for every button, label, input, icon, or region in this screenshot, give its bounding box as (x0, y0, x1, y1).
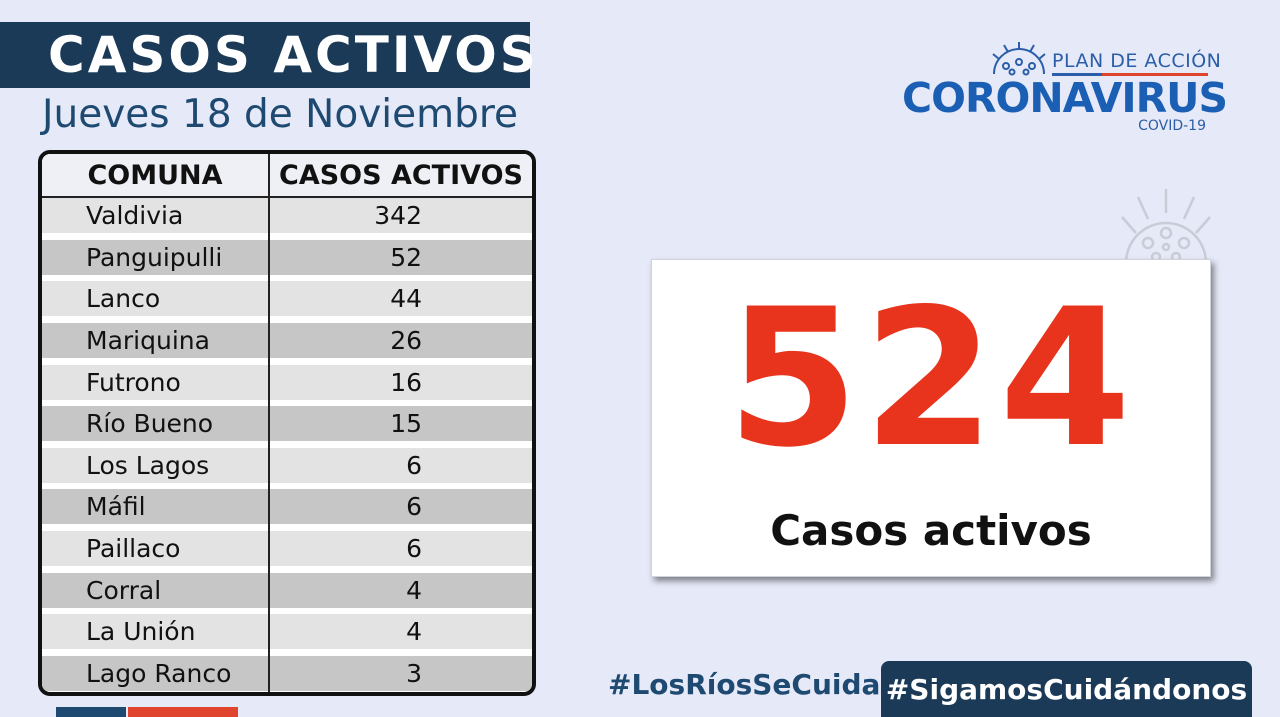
table-row: Futrono 16 (42, 364, 532, 400)
virus-decoration-icon (1121, 189, 1211, 263)
comuna-cell: Río Bueno (86, 409, 214, 439)
column-divider (268, 196, 270, 692)
virus-icon (992, 42, 1046, 76)
casos-cell: 26 (390, 325, 422, 355)
hashtag-los-rios: #LosRíosSeCuida (608, 668, 881, 701)
comuna-cell: Mariquina (86, 325, 210, 355)
logo-underline (1052, 73, 1208, 76)
comuna-cell: Paillaco (86, 534, 181, 563)
column-header-casos: CASOS ACTIVOS (279, 159, 523, 191)
comuna-cell: Lago Ranco (86, 658, 232, 688)
casos-cell: 6 (406, 492, 422, 522)
table-row: Máfil 6 (42, 489, 532, 525)
casos-cell: 4 (406, 575, 422, 605)
casos-cell: 6 (406, 534, 422, 563)
cases-table: COMUNA CASOS ACTIVOS Valdivia 342 Panguipu… (38, 150, 536, 696)
casos-cell: 3 (406, 658, 422, 688)
flag-stripe-red (128, 707, 238, 717)
comuna-cell: La Unión (86, 617, 196, 647)
table-row: Valdivia 342 (42, 198, 532, 233)
hashtag-sigamos-text: #SigamosCuidándonos (885, 672, 1248, 706)
flag-stripe-blue (56, 707, 126, 717)
casos-cell: 44 (390, 284, 422, 314)
comuna-cell: Valdivia (86, 201, 184, 230)
table-body: Valdivia 342 Panguipulli 52 Lanco 44 Mariquina… (42, 198, 532, 691)
hashtag-sigamos: #SigamosCuidándonos (881, 661, 1252, 717)
comuna-cell: Lanco (86, 284, 161, 314)
casos-cell: 342 (374, 201, 422, 230)
page-title: CASOS ACTIVOS (48, 26, 539, 84)
casos-cell: 16 (390, 367, 422, 397)
title-banner: CASOS ACTIVOS (0, 22, 536, 88)
table-row: Panguipulli 52 (42, 239, 532, 275)
total-cases-number: 524 (726, 268, 1136, 489)
date-subtitle: Jueves 18 de Noviembre (42, 92, 519, 137)
logo-coronavirus-text: CORONAVIRUS (902, 74, 1228, 122)
comuna-cell: Corral (86, 575, 162, 605)
table-row: Lanco 44 (42, 281, 532, 317)
comuna-cell: Futrono (86, 367, 181, 397)
casos-cell: 6 (406, 450, 422, 480)
casos-cell: 15 (390, 409, 422, 439)
total-cases-label: Casos activos (770, 506, 1092, 555)
logo-covid-text: COVID-19 (1138, 118, 1206, 134)
table-row: Mariquina 26 (42, 322, 532, 358)
comuna-cell: Panguipulli (86, 242, 223, 272)
table-row: Lago Ranco 3 (42, 655, 532, 691)
comuna-cell: Los Lagos (86, 450, 210, 480)
logo-plan-text: PLAN DE ACCIÓN (1052, 50, 1222, 72)
total-cases-card: 524 Casos activos (651, 259, 1211, 577)
casos-cell: 52 (390, 242, 422, 272)
table-row: Los Lagos 6 (42, 447, 532, 483)
comuna-cell: Máfil (86, 492, 146, 522)
table-row: La Unión 4 (42, 614, 532, 650)
casos-cell: 4 (406, 617, 422, 647)
coronavirus-logo: PLAN DE ACCIÓN CORONAVIRUS COVID-19 (900, 38, 1228, 138)
table-row: Río Bueno 15 (42, 406, 532, 442)
column-header-comuna: COMUNA (42, 154, 270, 196)
table-header: COMUNA CASOS ACTIVOS (42, 154, 532, 198)
table-row: Paillaco 6 (42, 531, 532, 566)
table-row: Corral 4 (42, 572, 532, 608)
